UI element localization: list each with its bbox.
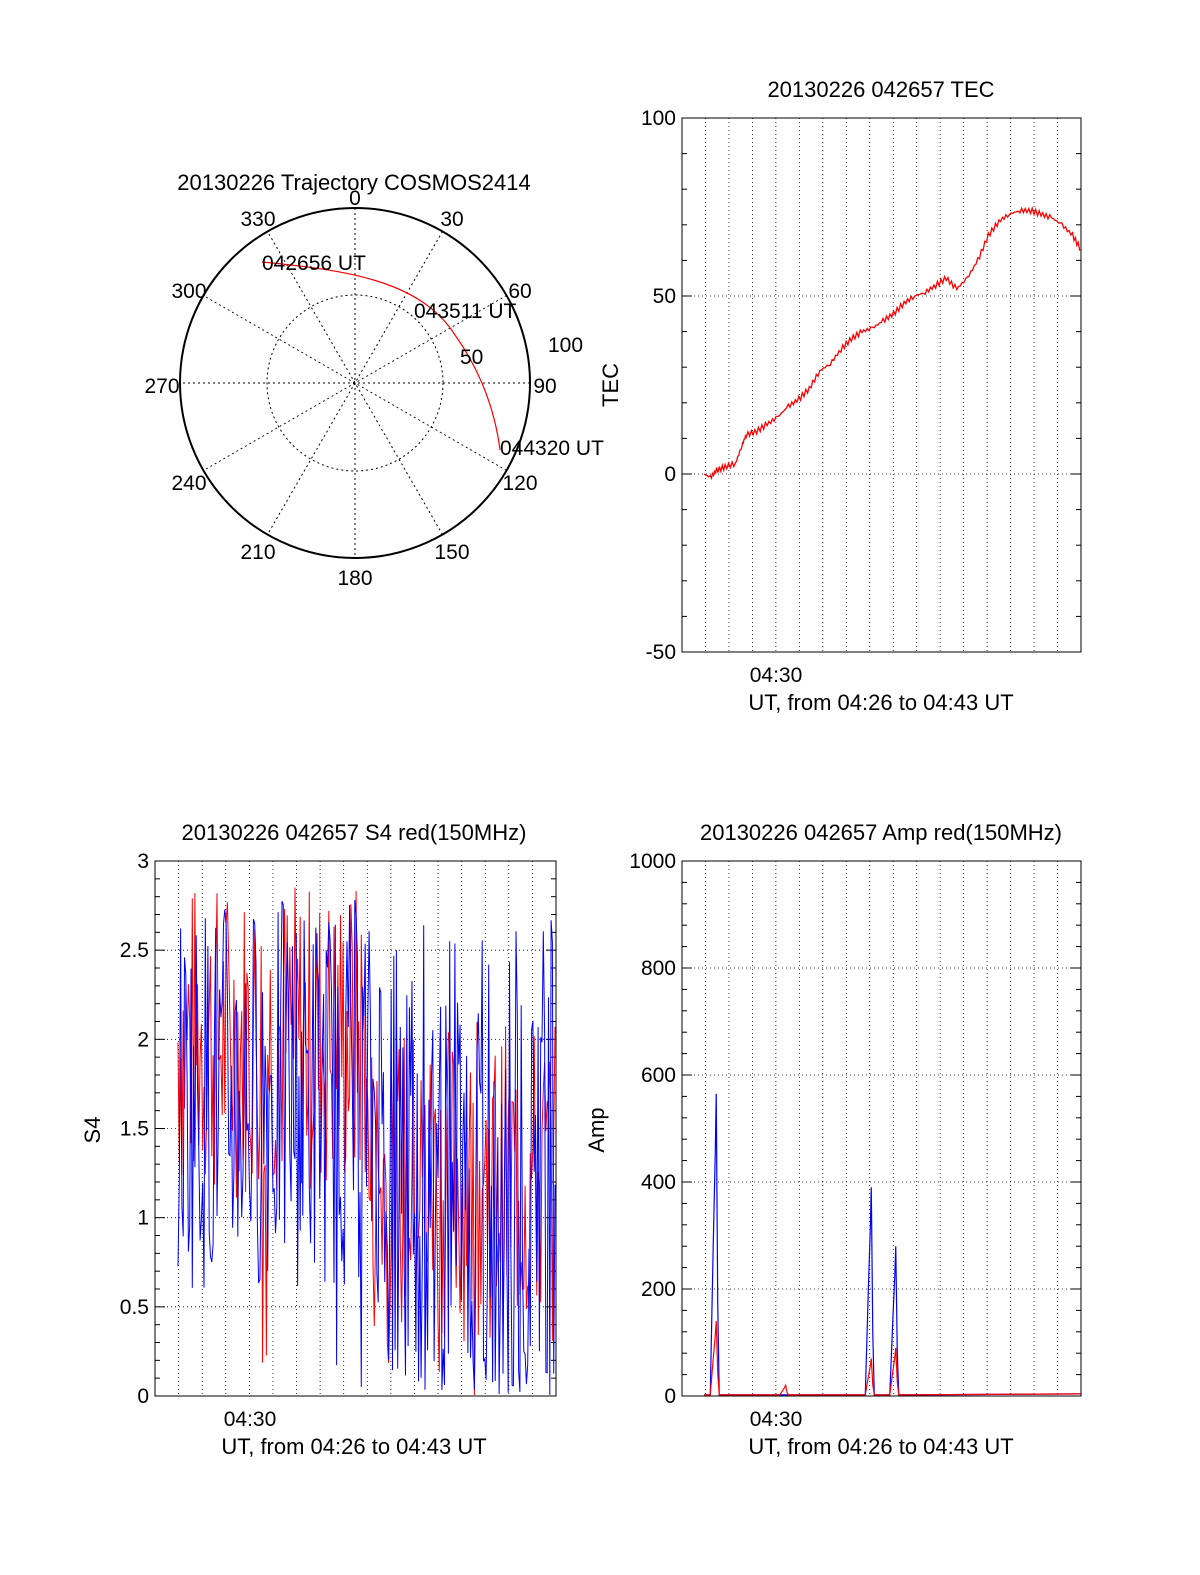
tec-title: 20130226 042657 TEC [767,77,994,102]
azimuth-label-150: 150 [434,541,469,564]
y-tick-label: 800 [641,957,676,980]
azimuth-label-30: 30 [440,208,463,231]
y-tick-label: 1.5 [120,1118,149,1141]
y-tick-label: 2 [137,1028,149,1051]
s4-y-ticks: 3 2.5 2 1.5 1 0.5 0 [120,850,149,1408]
azimuth-label-240: 240 [171,472,206,495]
tec-x-tick: 04:30 [750,664,803,687]
s4-xlabel: UT, from 04:26 to 04:43 UT [221,1434,486,1459]
y-tick-label: 0 [664,1385,676,1408]
tec-y-ticks: 100 50 0 -50 [641,107,676,664]
tec-series-line [703,206,1082,481]
polar-spokes [180,208,530,558]
tec-grid [682,117,1081,653]
azimuth-label-270: 270 [144,375,179,398]
amp-xlabel: UT, from 04:26 to 04:43 UT [748,1434,1013,1459]
s4-title: 20130226 042657 S4 red(150MHz) [182,820,527,845]
amp-grid [682,860,1081,1397]
azimuth-label-210: 210 [240,541,275,564]
azimuth-label-300: 300 [171,280,206,303]
y-tick-label: 400 [641,1171,676,1194]
amp-title: 20130226 042657 Amp red(150MHz) [700,820,1062,845]
s4-ylabel: S4 [80,1117,105,1144]
y-tick-label: 1 [137,1207,149,1230]
radial-label-50: 50 [460,346,483,369]
azimuth-label-180: 180 [337,567,372,590]
s4-frame [154,860,557,1397]
s4-blue-series [177,899,556,1395]
radial-label-100: 100 [548,334,583,357]
s4-red-series [177,887,556,1396]
y-tick-label: 3 [137,850,149,873]
y-tick-label: 600 [641,1064,676,1087]
tec-plot: 20130226 042657 TEC 100 50 0 -50 04:30 UT, … [598,77,1082,715]
amp-frame [681,860,1082,1397]
azimuth-label-120: 120 [502,472,537,495]
s4-x-tick: 04:30 [224,1408,277,1431]
azimuth-label-60: 60 [508,280,531,303]
trajectory-line [261,261,501,451]
azimuth-label-0: 0 [349,187,361,210]
tec-ylabel: TEC [598,363,623,407]
y-tick-label: 0 [664,463,676,486]
tec-frame [681,117,1082,653]
polar-spoke [267,231,443,535]
amp-blue-series [704,1093,1082,1396]
amp-red-series [704,1321,1082,1396]
azimuth-labels: 0 30 60 90 120 150 180 210 240 270 300 330 [144,187,556,590]
traj-label-end: 044320 UT [500,437,604,460]
tec-xlabel: UT, from 04:26 to 04:43 UT [748,690,1013,715]
polar-plot: 20130226 Trajectory COSMOS2414 0 30 60 90 12… [144,170,604,590]
amp-y-ticks: 1000 800 600 400 200 0 [629,850,676,1408]
y-tick-label: -50 [646,641,676,664]
traj-label-start: 042656 UT [262,252,366,275]
polar-title: 20130226 Trajectory COSMOS2414 [177,170,530,195]
azimuth-label-90: 90 [533,375,556,398]
traj-label-mid: 043511 UT [414,300,517,323]
s4-plot: 20130226 042657 S4 red(150MHz) 3 2.5 2 1.5 1… [80,820,557,1459]
azimuth-label-330: 330 [240,208,275,231]
y-tick-label: 50 [653,285,676,308]
amp-x-tick: 04:30 [750,1408,803,1431]
y-tick-label: 200 [641,1278,676,1301]
y-tick-label: 0 [137,1385,149,1408]
y-tick-label: 0.5 [120,1296,149,1319]
amp-plot: 20130226 042657 Amp red(150MHz) 1000 800 6… [584,820,1082,1459]
amp-ylabel: Amp [584,1107,609,1152]
y-tick-label: 2.5 [120,939,149,962]
y-tick-label: 1000 [629,850,676,873]
y-tick-label: 100 [641,107,676,130]
